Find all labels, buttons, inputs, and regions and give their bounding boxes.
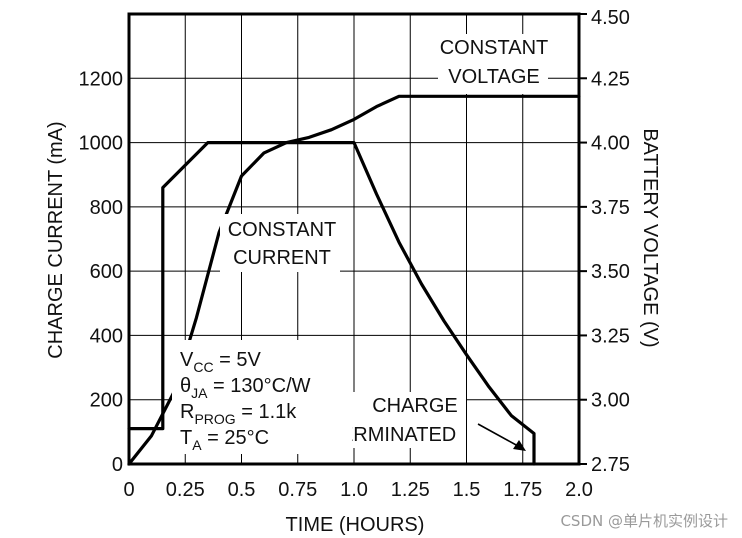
charge-terminated-label-line2: TERMINATED bbox=[328, 424, 457, 446]
y-left-tick-label-0: 0 bbox=[112, 454, 123, 476]
condition-line-1: θJA = 130°C/W bbox=[180, 375, 311, 401]
y-right-tick-label-5: 4.00 bbox=[591, 133, 630, 155]
y-right-tick-label-7: 4.50 bbox=[591, 7, 630, 29]
x-tick-label-1: 0.25 bbox=[166, 479, 205, 501]
y-left-tick-label-6: 1200 bbox=[79, 68, 124, 90]
condition-line-3: TA = 25°C bbox=[180, 427, 269, 453]
y-right-tick-label-2: 3.25 bbox=[591, 325, 630, 347]
y-left-tick-label-2: 400 bbox=[90, 325, 123, 347]
condition-line-0: VCC = 5V bbox=[180, 349, 261, 375]
x-tick-label-6: 1.5 bbox=[453, 479, 481, 501]
x-tick-label-4: 1.0 bbox=[340, 479, 368, 501]
y-right-tick-label-1: 3.00 bbox=[591, 390, 630, 412]
x-tick-label-7: 1.75 bbox=[503, 479, 542, 501]
y-left-tick-label-4: 800 bbox=[90, 197, 123, 219]
y-axis-left-title: CHARGE CURRENT (mA) bbox=[45, 121, 67, 358]
charge-terminated-label-line1: CHARGE bbox=[372, 395, 458, 417]
y-left-tick-label-5: 1000 bbox=[79, 133, 124, 155]
x-tick-label-2: 0.5 bbox=[228, 479, 256, 501]
plot-frame bbox=[127, 12, 581, 466]
charge-terminated-arrow bbox=[477, 423, 519, 447]
x-tick-label-8: 2.0 bbox=[565, 479, 593, 501]
y-right-tick-label-3: 3.50 bbox=[591, 261, 630, 283]
x-tick-label-3: 0.75 bbox=[278, 479, 317, 501]
constant-current-label-line2: CURRENT bbox=[233, 247, 331, 269]
y-right-tick-label-0: 2.75 bbox=[591, 454, 630, 476]
constant-current-label-line1: CONSTANT bbox=[228, 219, 337, 241]
charge-current-line bbox=[127, 141, 536, 466]
constant-voltage-bg bbox=[438, 34, 548, 94]
annotations: CONSTANT VOLTAGE CONSTANT CURRENT CHARGE… bbox=[172, 34, 548, 454]
constant-current-bg bbox=[220, 214, 340, 272]
conditions-bg bbox=[172, 340, 352, 454]
y-axis-right-title: BATTERY VOLTAGE (V) bbox=[639, 128, 661, 347]
x-tick-label-5: 1.25 bbox=[391, 479, 430, 501]
condition-line-2: RPROG = 1.1k bbox=[180, 401, 297, 427]
y-left-tick-label-1: 200 bbox=[90, 390, 123, 412]
y-right-tick-label-4: 3.75 bbox=[591, 197, 630, 219]
constant-voltage-label-line2: VOLTAGE bbox=[448, 66, 540, 88]
y-left-tick-label-3: 600 bbox=[90, 261, 123, 283]
constant-voltage-label-line1: CONSTANT bbox=[440, 37, 549, 59]
charge-terminated-arrowhead bbox=[513, 440, 526, 451]
y-right-tick-label-6: 4.25 bbox=[591, 68, 630, 90]
x-axis-title: TIME (HOURS) bbox=[286, 514, 425, 536]
watermark: CSDN @单片机实例设计 bbox=[560, 512, 728, 530]
tick-labels: 0 0.25 0.5 0.75 1.0 1.25 1.5 1.75 2.0 0 200 400 600 8… bbox=[79, 7, 630, 501]
x-tick-label-0: 0 bbox=[123, 479, 134, 501]
